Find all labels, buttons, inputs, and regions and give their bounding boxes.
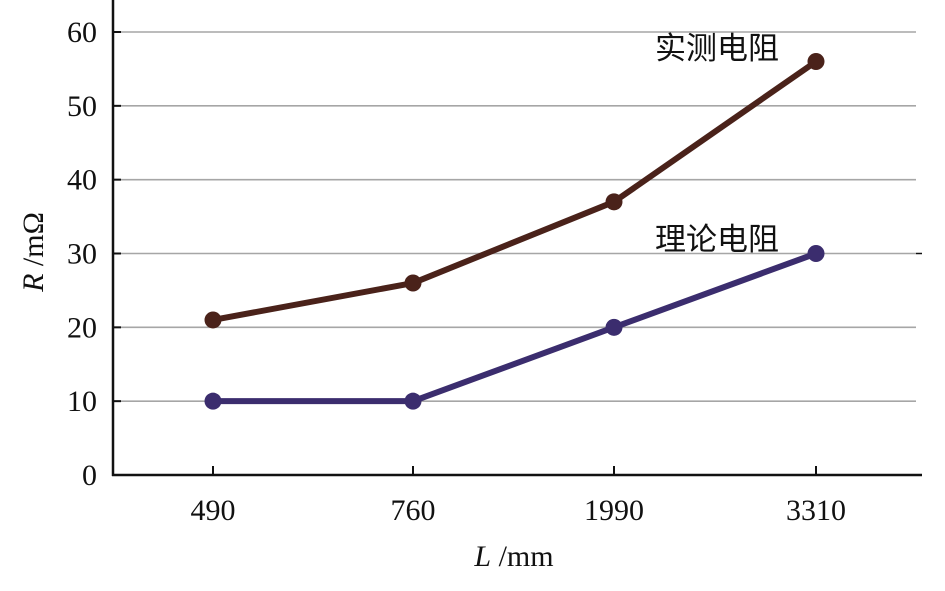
series-1 bbox=[204, 245, 825, 410]
y-axis-label: R /mΩ bbox=[17, 212, 50, 293]
series-group bbox=[204, 53, 825, 410]
gridlines bbox=[113, 31, 916, 402]
y-tick-label-0: 0 bbox=[82, 459, 97, 492]
x-tick-label-1990: 1990 bbox=[584, 494, 644, 527]
y-tick-label-30: 30 bbox=[67, 238, 97, 271]
y-tick-label-40: 40 bbox=[67, 164, 97, 197]
y-tick-label-60: 60 bbox=[67, 16, 97, 49]
series-0-point-3310 bbox=[807, 53, 825, 71]
series-1-point-1990 bbox=[605, 318, 623, 336]
series-label-measured: 实测电阻 bbox=[655, 31, 779, 67]
series-0 bbox=[204, 53, 825, 329]
x-axis-unit: /mm bbox=[491, 540, 554, 573]
series-1-line bbox=[210, 250, 819, 405]
y-axis-unit: /mΩ bbox=[17, 212, 50, 273]
series-0-point-1990 bbox=[605, 193, 623, 211]
x-axis-label: L /mm bbox=[473, 540, 553, 573]
series-labels: 实测电阻 理论电阻 bbox=[655, 31, 779, 258]
series-1-point-3310 bbox=[807, 245, 825, 262]
series-0-line bbox=[210, 58, 819, 323]
series-0-point-760 bbox=[404, 274, 422, 292]
x-tick-label-3310: 3310 bbox=[786, 494, 846, 527]
x-tick-label-490: 490 bbox=[191, 494, 236, 527]
series-label-theoretical: 理论电阻 bbox=[655, 222, 779, 258]
x-axis-variable: L bbox=[473, 540, 491, 573]
y-tick-label-20: 20 bbox=[67, 311, 97, 344]
y-tick-labels: 0 10 20 30 40 50 60 bbox=[67, 16, 97, 492]
series-1-point-490 bbox=[204, 392, 222, 410]
x-tick-labels: 490 760 1990 3310 bbox=[191, 494, 847, 527]
y-axis-variable: R bbox=[17, 274, 50, 293]
series-0-point-490 bbox=[204, 311, 222, 329]
axes bbox=[111, 0, 922, 477]
x-tick-label-760: 760 bbox=[391, 494, 436, 527]
y-tick-label-50: 50 bbox=[67, 90, 97, 123]
series-1-point-760 bbox=[404, 392, 422, 410]
y-tick-label-10: 10 bbox=[67, 385, 97, 418]
